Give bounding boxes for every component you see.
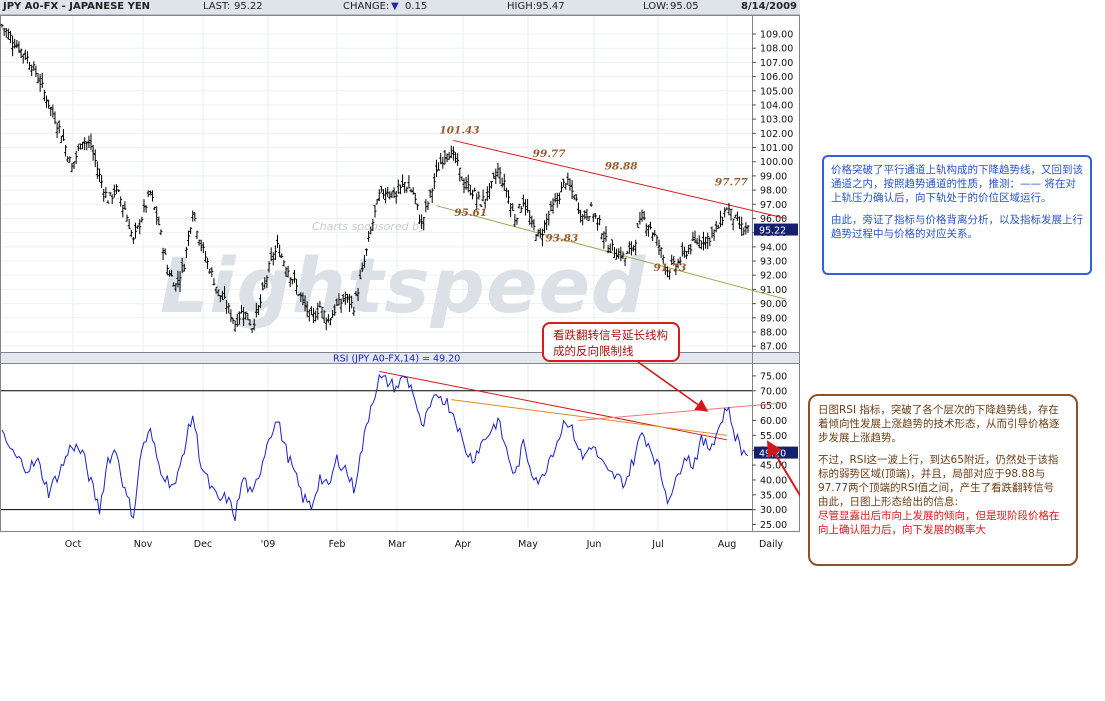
price-bars [0,23,750,333]
annotation-box-blue: 价格突破了平行通道上轨构成的下降趋势线，又回到该通道之内，按照趋势通道的性质，推… [822,155,1092,275]
quote-date: 8/14/2009 [741,1,798,12]
x-axis-month-label: Mar [388,539,406,550]
x-axis-month-label: Jun [586,539,602,550]
x-axis-month-label: Nov [134,539,153,550]
rsi-panel-frame [0,363,800,532]
rsi-tick-label: 70.00 [760,386,787,397]
blue-note-line-1: 价格突破了平行通道上轨构成的下降趋势线，又回到该通道之内，按照趋势通道的性质，推… [831,164,1083,204]
price-peak-label: 98.88 [605,161,639,173]
sponsor-text: Charts sponsored by [312,220,426,233]
price-tick-label: 97.00 [760,200,787,211]
rsi-trendline [451,399,727,436]
last-label: LAST: [203,1,231,12]
low-value: 95.05 [670,1,699,12]
brown-note-para-3b: 尽管显露出后市向上发展的倾向，但是现阶段价格在向上确认阻力后，向下发展的概率大 [818,510,1060,536]
rsi-tick-label: 65.00 [760,401,787,412]
rsi-trendline [379,370,727,441]
price-tick-label: 98.00 [760,186,787,197]
annotation-box-brown: 日图RSI 指标，突破了各个层次的下降趋势线，存在着倾向性发展上涨趋势的技术形态… [808,394,1078,566]
quote-header: JPY A0-FX - JAPANESE YEN LAST: 95.22 CHA… [0,0,800,15]
rsi-tick-label: 55.00 [760,431,787,442]
x-axis-month-label: Aug [718,539,737,550]
x-axis-month-label: Oct [65,539,82,550]
price-tick-label: 93.00 [760,257,787,268]
brown-note-para-2: 不过，RSI这一波上行，到达65附近，仍然处于该指标的弱势区域(顶端)，并且，局… [818,454,1059,494]
price-tick-label: 89.00 [760,313,787,324]
last-price-marker [754,223,798,236]
rsi-tick-label: 60.00 [760,416,787,427]
price-peak-label: 97.77 [715,176,749,188]
last-price-value: 95.22 [759,226,786,237]
price-peak-label: 99.77 [533,148,567,160]
price-tick-label: 108.00 [760,44,793,55]
brown-note-para-1: 日图RSI 指标，突破了各个层次的下降趋势线，存在着倾向性发展上涨趋势的技术形态… [818,404,1060,444]
rsi-tick-label: 25.00 [760,520,787,531]
price-tick-label: 107.00 [760,58,793,69]
low-label: LOW: [643,1,669,12]
price-tick-label: 104.00 [760,100,793,111]
x-axis-month-label: '09 [261,539,276,550]
price-peak-label: 93.83 [545,232,578,244]
annotation-box-red: 看跌翻转信号延长线构成的反向限制线 [542,322,680,362]
price-tick-label: 87.00 [760,342,787,353]
price-peak-label: 91.73 [653,262,686,274]
price-trendline [453,139,787,219]
x-axis-month-label: Jul [651,539,663,550]
price-tick-label: 99.00 [760,171,787,182]
change-label: CHANGE: [343,1,390,12]
price-tick-label: 90.00 [760,299,787,310]
price-panel-frame [0,15,800,353]
symbol-title: JPY A0-FX - JAPANESE YEN [3,1,151,12]
rsi-line [1,373,749,522]
price-tick-label: 102.00 [760,129,793,140]
price-tick-label: 105.00 [760,86,793,97]
last-value: 95.22 [234,1,263,12]
price-tick-label: 91.00 [760,285,787,296]
rsi-tick-label: 30.00 [760,505,787,516]
high-label: HIGH: [507,1,537,12]
x-axis-month-label: Daily [759,539,783,550]
price-tick-label: 109.00 [760,30,793,41]
blue-note-line-2: 由此，旁证了指标与价格背离分析，以及指标发展上行趋势过程中与价格的对应关系。 [831,214,1083,240]
high-value: 95.47 [536,1,565,12]
price-tick-label: 94.00 [760,242,787,253]
x-axis-month-label: May [518,539,538,550]
down-arrow-icon: ▼ [391,1,399,12]
price-tick-label: 100.00 [760,157,793,168]
price-tick-label: 88.00 [760,327,787,338]
rsi-tick-label: 35.00 [760,490,787,501]
price-tick-label: 92.00 [760,271,787,282]
rsi-tick-label: 40.00 [760,475,787,486]
brown-note-para-3a: 由此，日图上形态给出的信息: [818,496,959,508]
price-tick-label: 103.00 [760,115,793,126]
x-axis-month-label: Apr [455,539,472,550]
change-value: 0.15 [405,1,428,12]
x-axis-month-label: Dec [194,539,212,550]
price-tick-label: 96.00 [760,214,787,225]
price-and-rsi-chart: 109.00 108.00 107.00 106.00 105.00 104.00 103.… [0,15,800,550]
x-axis-month-label: Feb [329,539,346,550]
price-peak-label: 101.43 [439,124,479,136]
rsi-trendline [578,402,787,421]
brown-note-arrow [766,440,800,498]
chart-area: JPY A0-FX - JAPANESE YEN LAST: 95.22 CHA… [0,0,800,550]
price-tick-label: 106.00 [760,72,793,83]
price-peak-label: 95.61 [454,207,487,219]
price-tick-label: 101.00 [760,143,793,154]
rsi-tick-label: 45.00 [760,461,787,472]
rsi-title: RSI (JPY A0-FX,14) = 49.20 [333,354,460,365]
red-note-arrow [637,361,709,412]
rsi-tick-label: 75.00 [760,371,787,382]
red-note-text: 看跌翻转信号延长线构成的反向限制线 [553,328,668,358]
lightspeed-watermark: Lightspeed [160,241,647,330]
